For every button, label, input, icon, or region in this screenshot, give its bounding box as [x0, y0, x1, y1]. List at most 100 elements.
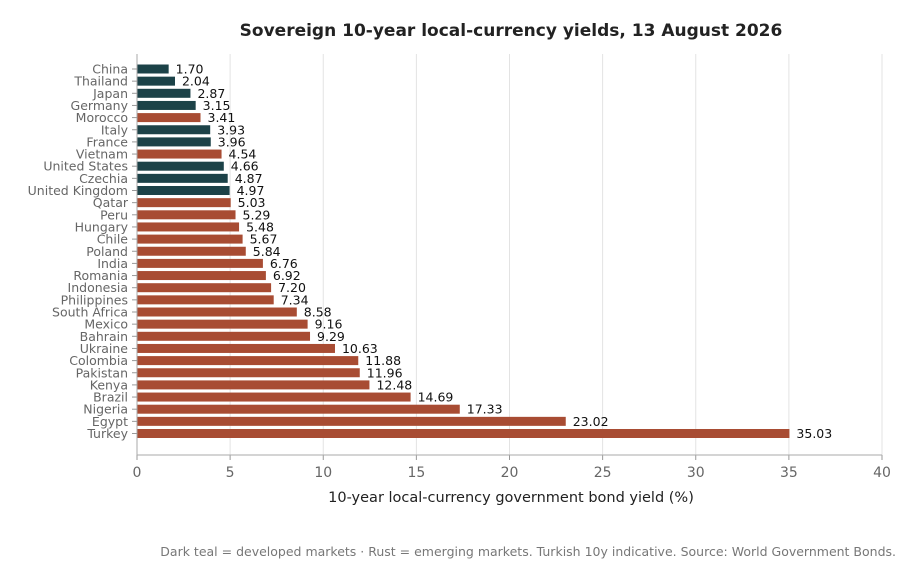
- value-label: 5.67: [250, 232, 278, 247]
- value-label: 5.48: [246, 219, 274, 234]
- category-label: South Africa: [52, 305, 128, 320]
- category-label: Peru: [100, 207, 128, 222]
- category-label: Egypt: [92, 414, 128, 429]
- value-label: 3.41: [208, 110, 236, 125]
- bar-chile: [137, 234, 243, 244]
- value-label: 11.88: [365, 353, 401, 368]
- value-label: 3.96: [218, 134, 246, 149]
- category-label: Indonesia: [68, 280, 128, 295]
- bar-philippines: [137, 295, 274, 305]
- bar-nigeria: [137, 404, 460, 414]
- category-label: United Kingdom: [28, 183, 128, 198]
- category-label: Czechia: [79, 171, 128, 186]
- value-label: 14.69: [418, 390, 454, 405]
- category-label: Germany: [71, 98, 129, 113]
- axes: 0 5 10 15 20 25 30 35 40 ChinaThailandJapanGerman…: [28, 54, 891, 481]
- x-tick-label: 10: [314, 465, 332, 481]
- value-label: 35.03: [796, 426, 832, 441]
- bar-mexico: [137, 319, 308, 329]
- x-tick-label: 0: [133, 465, 142, 481]
- category-label: Mexico: [84, 317, 128, 332]
- category-label: China: [92, 62, 128, 77]
- category-label: Nigeria: [83, 402, 128, 417]
- value-label: 9.29: [317, 329, 345, 344]
- bar-turkey: [137, 429, 790, 438]
- x-tick-label: 5: [226, 465, 235, 481]
- x-tick-label: 15: [407, 465, 425, 481]
- value-label: 4.66: [231, 159, 259, 174]
- value-label: 7.20: [278, 280, 306, 295]
- value-label: 8.58: [304, 305, 332, 320]
- value-label: 11.96: [367, 365, 403, 380]
- bar-egypt: [137, 416, 566, 426]
- category-label: Morocco: [76, 110, 128, 125]
- bar-kenya: [137, 380, 370, 390]
- bar-japan: [137, 88, 191, 98]
- category-label: Thailand: [73, 74, 128, 89]
- grid-lines: [229, 54, 883, 455]
- category-label: Japan: [92, 86, 128, 101]
- category-label: United States: [43, 159, 128, 174]
- value-label: 3.15: [203, 98, 231, 113]
- category-label: Colombia: [69, 353, 128, 368]
- value-label: 23.02: [573, 414, 609, 429]
- bar-thailand: [137, 76, 175, 86]
- bar-romania: [137, 271, 266, 281]
- value-label: 5.03: [238, 195, 266, 210]
- category-label: Kenya: [90, 377, 128, 392]
- value-label: 5.84: [253, 244, 281, 259]
- bar-united-states: [137, 161, 224, 171]
- value-label: 17.33: [467, 402, 503, 417]
- bar-germany: [137, 100, 196, 110]
- value-label: 2.04: [182, 74, 210, 89]
- x-tick-label: 20: [501, 465, 519, 481]
- bar-poland: [137, 246, 246, 256]
- category-label: India: [97, 256, 128, 271]
- value-label: 6.92: [273, 268, 301, 283]
- bar-china: [137, 64, 169, 74]
- category-label: Pakistan: [76, 365, 128, 380]
- bar-colombia: [137, 356, 359, 366]
- bar-ukraine: [137, 343, 335, 353]
- bar-vietnam: [137, 149, 222, 159]
- bar-france: [137, 137, 211, 147]
- x-tick-label: 30: [687, 465, 705, 481]
- value-label: 9.16: [315, 317, 343, 332]
- bar-india: [137, 258, 263, 268]
- category-label: Turkey: [86, 426, 128, 441]
- bars: 1.702.042.873.153.413.933.964.544.664.87…: [137, 62, 832, 441]
- bar-pakistan: [137, 368, 360, 378]
- bar-czechia: [137, 173, 228, 183]
- category-label: Poland: [86, 244, 128, 259]
- bar-qatar: [137, 198, 231, 208]
- value-label: 4.87: [235, 171, 263, 186]
- category-label: Brazil: [93, 390, 128, 405]
- value-label: 7.34: [281, 292, 309, 307]
- value-label: 1.70: [176, 62, 204, 77]
- bar-south-africa: [137, 307, 297, 317]
- value-label: 12.48: [376, 377, 412, 392]
- bar-peru: [137, 210, 236, 220]
- x-axis-label: 10-year local-currency government bond y…: [328, 490, 694, 506]
- value-label: 2.87: [197, 86, 225, 101]
- value-label: 6.76: [270, 256, 298, 271]
- x-tick-label: 40: [873, 465, 891, 481]
- footnote: Dark teal = developed markets · Rust = e…: [160, 544, 896, 559]
- bar-bahrain: [137, 331, 311, 341]
- category-label: Bahrain: [80, 329, 128, 344]
- value-label: 10.63: [342, 341, 378, 356]
- category-label: Philippines: [61, 292, 128, 307]
- x-tick-label: 35: [780, 465, 798, 481]
- bar-italy: [137, 125, 211, 135]
- category-label: France: [86, 134, 128, 149]
- value-label: 5.29: [243, 207, 271, 222]
- category-label: Ukraine: [80, 341, 129, 356]
- bar-hungary: [137, 222, 240, 232]
- category-label: Qatar: [93, 195, 129, 210]
- value-label: 4.54: [229, 147, 257, 162]
- category-label: Romania: [73, 268, 128, 283]
- bar-indonesia: [137, 283, 272, 293]
- bar-united-kingdom: [137, 186, 230, 195]
- category-label: Vietnam: [76, 147, 128, 162]
